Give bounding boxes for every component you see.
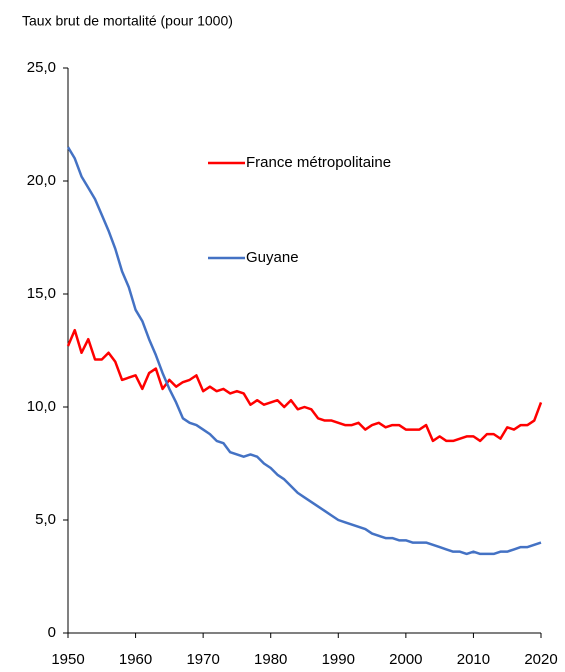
y-tick-label: 20,0 [27, 172, 56, 189]
y-tick-label: 25,0 [27, 59, 56, 76]
series-line [66, 146, 542, 556]
y-tick-label: 15,0 [27, 285, 56, 302]
legend-label: France métropolitaine [246, 154, 391, 171]
x-tick-label: 2020 [524, 651, 557, 668]
series-line [66, 328, 543, 443]
x-tick-label: 1970 [186, 651, 219, 668]
x-tick-label: 1950 [51, 651, 84, 668]
x-tick-label: 1980 [254, 651, 287, 668]
chart-title: Taux brut de mortalité (pour 1000) [22, 13, 233, 29]
x-tick-label: 2010 [457, 651, 490, 668]
y-tick-label: 10,0 [27, 398, 56, 415]
x-tick-label: 1960 [119, 651, 152, 668]
y-tick-label: 5,0 [35, 511, 56, 528]
y-tick-label: 0 [48, 624, 56, 641]
legend-label: Guyane [246, 249, 299, 266]
x-tick-label: 1990 [322, 651, 355, 668]
x-tick-label: 2000 [389, 651, 422, 668]
